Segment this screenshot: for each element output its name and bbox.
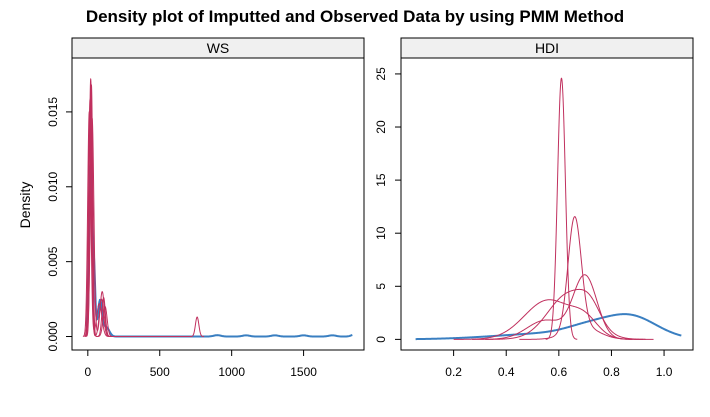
imputed-density-line-4	[82, 110, 110, 338]
density-curves	[82, 78, 353, 338]
y-tick-label: 0	[374, 336, 388, 343]
imputed-density-line-2	[519, 216, 646, 340]
x-axis: 0.2 0.4 0.6 0.8 1.0	[445, 350, 673, 379]
panel-strip-label: WS	[207, 40, 230, 56]
y-axis: 0.000 0.005 0.010 0.015	[46, 97, 72, 352]
y-tick-label: 5	[374, 283, 388, 290]
y-tick-label: 25	[374, 67, 388, 81]
imputed-density-line-3	[85, 117, 205, 338]
y-tick-label: 10	[374, 226, 388, 240]
panel-frame	[400, 37, 694, 351]
x-tick-label: 0.6	[550, 365, 567, 379]
y-tick-label: 20	[374, 120, 388, 134]
y-tick-label: 0.005	[46, 246, 60, 276]
y-tick-label: 15	[374, 173, 388, 187]
imputed-density-line-3	[453, 299, 644, 340]
x-tick-label: 500	[150, 365, 170, 379]
chart-title: Density plot of Imputted and Observed Da…	[86, 7, 624, 26]
density-curves	[415, 77, 682, 341]
y-tick-label: 0.010	[46, 171, 60, 201]
x-tick-label: 1.0	[656, 365, 673, 379]
x-axis: 0 500 1000 1500	[84, 350, 317, 379]
x-tick-label: 1000	[218, 365, 245, 379]
imputed-density-line-5	[86, 83, 114, 338]
y-tick-label: 0.015	[46, 97, 60, 127]
observed-density-line	[415, 313, 682, 341]
panel-strip-label: HDI	[535, 40, 559, 56]
x-tick-label: 0	[84, 365, 91, 379]
panel-ws: WS 0 500 1000 1500 0.000 0.005 0.010 0.015	[46, 37, 365, 379]
x-tick-label: 0.4	[498, 365, 515, 379]
imputed-density-line-1	[545, 77, 578, 340]
observed-density-line	[85, 164, 353, 338]
x-tick-label: 0.8	[603, 365, 620, 379]
y-axis: 0 5 10 15 20 25	[374, 67, 401, 343]
imputed-density-line-2	[84, 98, 111, 338]
imputed-density-line-5	[472, 274, 633, 340]
y-tick-label: 0.000	[46, 321, 60, 351]
y-axis-title: Density	[17, 182, 33, 229]
panel-hdi: HDI 0.2 0.4 0.6 0.8 1.0 0 5 10 15 20 25	[374, 37, 694, 379]
panel-frame	[71, 37, 365, 351]
x-tick-label: 0.2	[445, 365, 462, 379]
x-tick-label: 1500	[290, 365, 317, 379]
imputed-density-line-4	[485, 288, 654, 340]
